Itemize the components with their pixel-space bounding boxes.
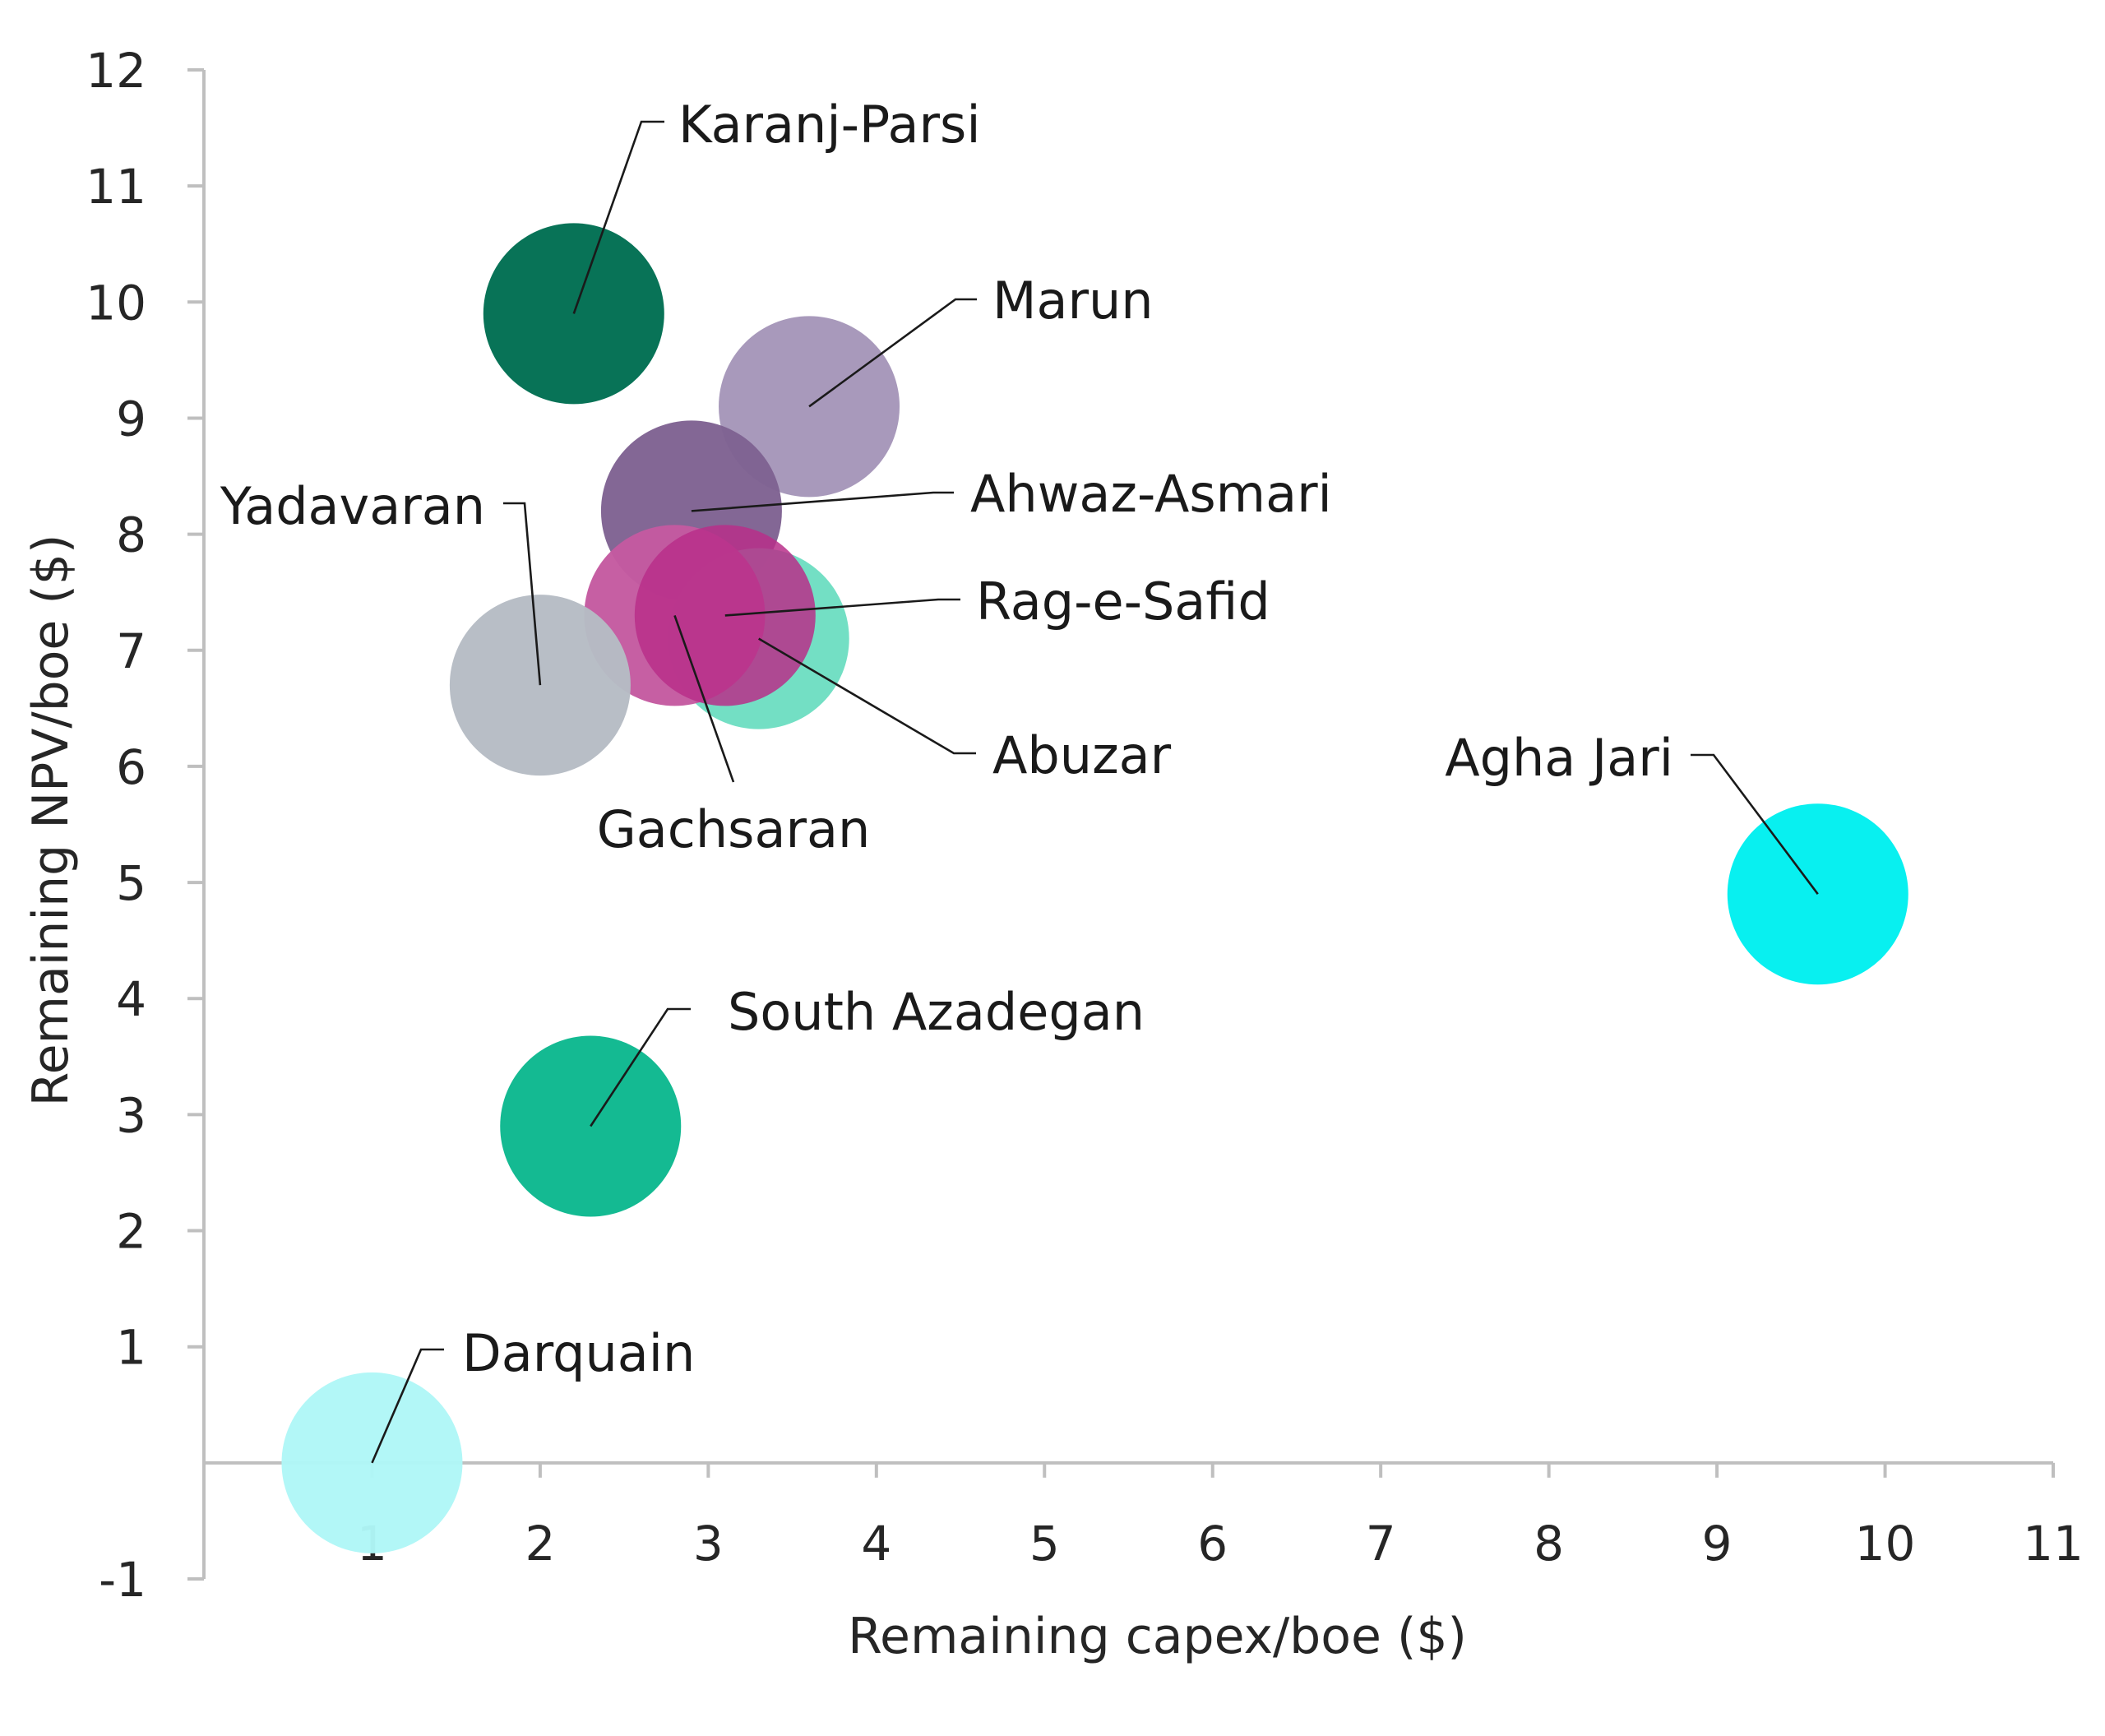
point-label: Agha Jari [1445,728,1673,788]
y-tick-label: -1 [99,1552,146,1608]
leader-line [758,637,976,755]
point-label: Karanj-Parsi [678,95,981,155]
y-tick-label: 6 [116,739,146,795]
y-tick-label: 11 [86,159,146,215]
x-tick-label: 2 [525,1516,555,1572]
y-tick-label: 7 [116,623,146,679]
y-tick-label: 1 [116,1320,146,1376]
point-label: Yadavaran [220,476,485,536]
leader-line [590,1007,691,1127]
leader-line [1691,753,1819,895]
x-tick-label: 8 [1534,1516,1564,1572]
x-tick-label: 3 [693,1516,724,1572]
x-tick-label: 11 [2023,1516,2084,1572]
point-label: Marun [992,271,1154,331]
point-label: Gachsaran [597,799,871,859]
x-tick-label: 6 [1197,1516,1228,1572]
point-label: South Azadegan [728,982,1145,1042]
x-tick-label: 9 [1702,1516,1733,1572]
leader-line [724,598,960,617]
y-tick-label: 3 [116,1087,146,1143]
y-tick-label: 8 [116,507,146,563]
y-axis-title: Remaining NPV/boe ($) [22,535,80,1107]
y-tick-label: 2 [116,1204,146,1260]
y-tick-label: 10 [86,275,146,331]
leader-line [503,502,542,686]
point-label: Ahwaz-Asmari [970,464,1332,524]
leader-line [572,120,664,314]
y-tick-label: 9 [116,391,146,447]
leader-line [691,491,954,512]
leader-line [808,298,977,408]
x-axis-title: Remaining capex/boe ($) [848,1608,1467,1665]
x-tick-label: 7 [1366,1516,1396,1572]
x-tick-label: 4 [861,1516,891,1572]
y-tick-label: 12 [86,43,146,99]
point-label: Rag-e-Safid [976,572,1270,632]
y-tick-label: 4 [116,971,146,1027]
y-tick-label: 5 [116,855,146,911]
leader-line [673,614,735,783]
x-tick-label: 10 [1855,1516,1916,1572]
bubble-marun [719,316,900,498]
point-label: Darquain [462,1323,695,1383]
leader-line [371,1348,444,1464]
bubble-labels: Karanj-Parsi Marun Ahwaz-Asmari Abuzar Gachs… [220,95,1819,1464]
point-label: Abuzar [992,725,1172,785]
x-tick-label: 5 [1029,1516,1060,1572]
